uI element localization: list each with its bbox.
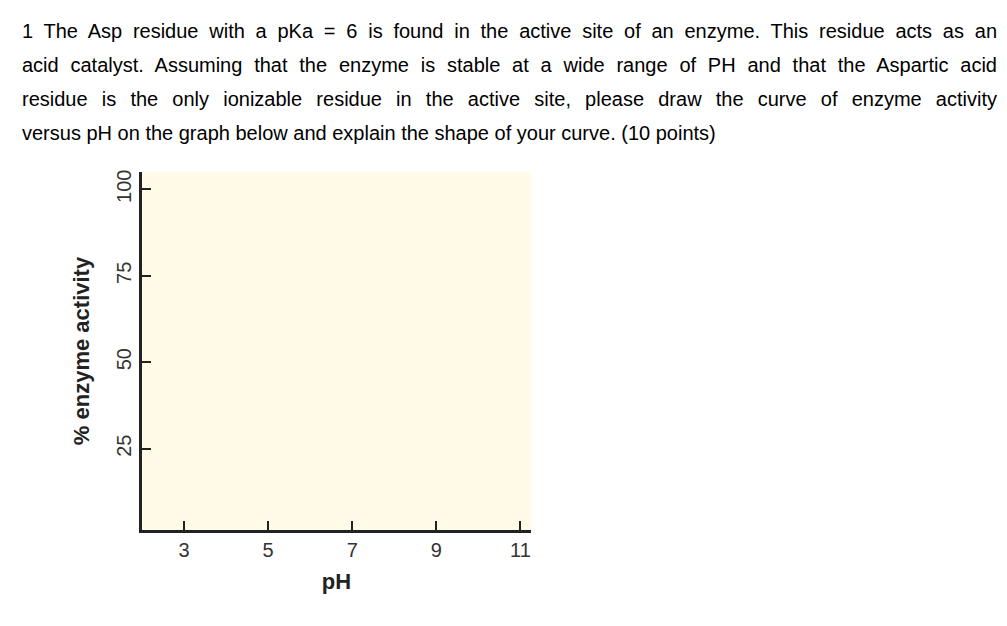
html-text:versus pH on the graph below a: versus pH on the graph below and explain… [22,122,716,144]
svg-text:7: 7 [347,539,358,561]
html-text:residue is the only ionizable: residue is the only ionizable residue in… [22,88,997,110]
svg-text:9: 9 [431,539,442,561]
svg-text:25: 25 [113,435,135,457]
svg-text:50: 50 [113,348,135,370]
svg-text:3: 3 [178,539,189,561]
svg-text:11: 11 [510,539,531,561]
svg-text:pH: pH [322,569,351,594]
html-text:1 The Asp residue with a pKa =: 1 The Asp residue with a pKa = 6 is foun… [22,20,997,42]
svg-text:75: 75 [113,262,135,284]
svg-text:% enzyme activity: % enzyme activity [69,256,94,445]
svg-text:5: 5 [263,539,274,561]
html-text:acid catalyst. Assuming that t: acid catalyst. Assuming that the enzyme … [22,54,997,76]
svg-text:100: 100 [113,170,135,203]
